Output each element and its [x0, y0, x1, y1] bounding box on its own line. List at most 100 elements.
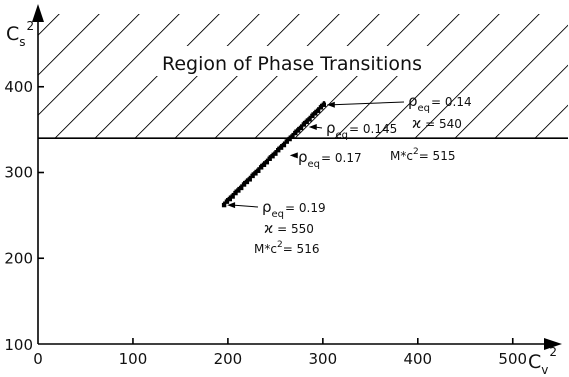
region-label: Region of Phase Transitions — [162, 53, 422, 75]
data-point — [271, 152, 274, 156]
data-point — [265, 158, 269, 162]
y-tick-label: 400 — [4, 78, 33, 96]
data-point — [285, 138, 289, 141]
hatch-line — [374, 14, 500, 139]
data-point — [243, 180, 246, 184]
data-point — [237, 186, 240, 190]
data-point — [301, 122, 307, 127]
data-point — [305, 118, 309, 121]
data-point — [288, 135, 292, 138]
data-point — [238, 185, 244, 191]
leader-arrowhead — [289, 152, 298, 159]
data-point — [256, 168, 261, 173]
annotation-rho-label: ρeq= 0.17 — [298, 148, 362, 170]
data-point — [224, 199, 230, 204]
data-point — [290, 134, 295, 139]
annotation-rho-label: ρeq= 0.145 — [326, 119, 397, 141]
data-point — [284, 139, 289, 144]
data-point — [234, 189, 237, 192]
hatch-line — [38, 14, 140, 116]
data-point — [228, 195, 232, 198]
data-point — [280, 144, 283, 147]
data-point — [241, 182, 247, 187]
data-point — [276, 148, 281, 153]
hatch-line — [494, 64, 568, 139]
data-point — [314, 109, 317, 113]
data-point — [307, 117, 312, 122]
data-point — [319, 103, 323, 107]
data-point — [304, 119, 309, 125]
data-point — [227, 196, 232, 202]
y-tick-label: 300 — [4, 164, 33, 182]
data-point — [294, 129, 297, 132]
hatch-line — [38, 14, 100, 76]
data-point — [317, 107, 320, 110]
x-tick-label: 100 — [119, 350, 148, 368]
annotation-mc2-label: M*c2= 516 — [254, 240, 319, 256]
data-point — [297, 126, 300, 130]
data-point — [240, 184, 243, 187]
data-point — [236, 188, 241, 193]
hatch-line — [454, 24, 568, 139]
x-tick-label: 300 — [309, 350, 338, 368]
leader-line — [233, 204, 259, 208]
data-point — [254, 169, 257, 173]
y-axis-label: Cs2 — [6, 19, 34, 49]
data-point — [293, 130, 298, 136]
y-tick-label: 200 — [4, 249, 33, 267]
data-point — [230, 194, 235, 199]
data-point — [250, 173, 255, 179]
leader-line — [332, 101, 405, 106]
data-point — [270, 154, 275, 159]
data-point — [282, 141, 286, 144]
data-point — [267, 156, 272, 161]
data-point — [308, 115, 311, 119]
leader-arrowhead — [326, 101, 335, 108]
data-point — [231, 192, 235, 196]
data-point — [300, 124, 303, 127]
data-point — [315, 108, 321, 113]
x-axis-label: Cv2 — [528, 345, 557, 377]
annotation-kappa-label: ϰ = 540 — [412, 116, 462, 132]
data-point — [277, 146, 280, 150]
data-point — [257, 167, 260, 170]
data-point — [248, 175, 252, 179]
x-axis-arrow — [544, 338, 562, 350]
data-point — [273, 151, 278, 156]
y-tick-label: 100 — [4, 336, 33, 354]
data-point — [321, 102, 326, 107]
x-tick-label: 200 — [214, 350, 243, 368]
data-point — [318, 105, 324, 110]
region-label-background — [152, 46, 432, 76]
x-tick-label: 500 — [498, 350, 527, 368]
data-point — [221, 202, 227, 208]
annotation-rho-label: ρeq= 0.14 — [408, 92, 472, 114]
data-point — [322, 101, 326, 104]
leader-arrowhead — [308, 124, 317, 131]
x-tick-label: 0 — [33, 350, 43, 368]
data-point — [264, 160, 270, 165]
data-point — [260, 163, 263, 167]
hatch-line — [38, 14, 60, 36]
hatch-line — [534, 104, 568, 139]
data-point — [225, 198, 229, 201]
data-point — [253, 171, 258, 176]
leader-arrowhead — [227, 202, 236, 209]
data-point — [278, 145, 284, 150]
annotations: ρeq= 0.14 ϰ = 540 M*c2= 515 ρeq= 0.145 ρeq= … — [227, 92, 472, 256]
data-point — [287, 136, 292, 142]
y-axis-arrow — [32, 4, 44, 22]
data-point — [247, 177, 252, 182]
data-point — [302, 120, 306, 124]
data-point — [313, 111, 318, 116]
annotation-kappa-label: ϰ = 550 — [264, 221, 314, 237]
data-point — [245, 178, 249, 181]
data-point — [258, 165, 264, 170]
data-point — [262, 161, 266, 164]
data-point — [244, 179, 250, 185]
x-tick-label: 400 — [403, 350, 432, 368]
data-point — [291, 132, 294, 136]
data-point — [274, 150, 277, 153]
